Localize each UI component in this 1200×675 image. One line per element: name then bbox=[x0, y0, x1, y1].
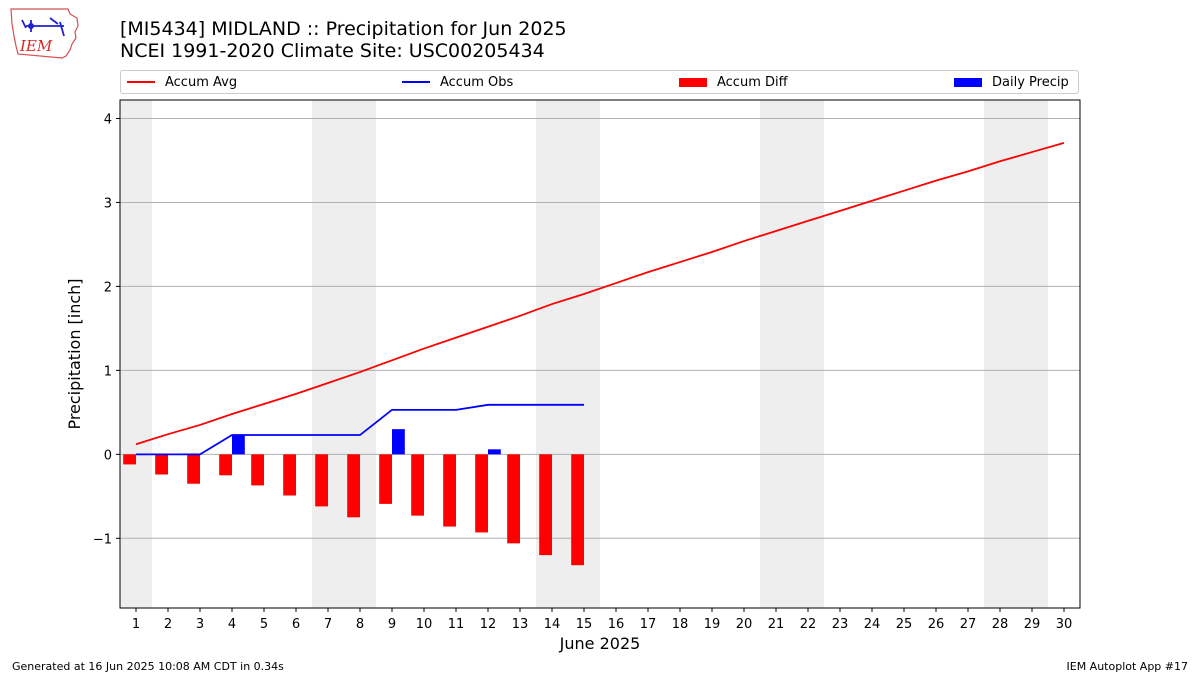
plot-frame bbox=[119, 99, 1081, 609]
x-tick-label: 25 bbox=[896, 617, 913, 632]
accum-diff-bar bbox=[443, 454, 456, 527]
x-tick-label: 15 bbox=[576, 617, 593, 632]
y-tick-label: 0 bbox=[104, 448, 112, 463]
daily-precip-bar bbox=[488, 449, 501, 455]
x-tick-label: 29 bbox=[1024, 617, 1041, 632]
x-tick-label: 28 bbox=[992, 617, 1009, 632]
x-tick-label: 11 bbox=[448, 617, 465, 632]
x-tick-label: 10 bbox=[416, 617, 433, 632]
x-tick-label: 3 bbox=[196, 617, 204, 632]
accum-diff-bar bbox=[347, 454, 360, 518]
legend-label-accum-avg: Accum Avg bbox=[165, 74, 238, 90]
y-tick-label: −1 bbox=[93, 532, 112, 547]
y-tick-label: 2 bbox=[104, 280, 112, 295]
accum-diff-bar bbox=[315, 454, 328, 507]
daily-precip-bar bbox=[392, 429, 405, 455]
iem-logo: IEM bbox=[10, 8, 79, 59]
x-tick-label: 21 bbox=[768, 617, 785, 632]
legend-item-accum-obs: Accum Obs bbox=[402, 74, 513, 90]
generated-timestamp: Generated at 16 Jun 2025 10:08 AM CDT in… bbox=[12, 660, 284, 673]
logo-text: IEM bbox=[19, 37, 53, 55]
accum-obs-line bbox=[136, 403, 584, 456]
x-tick-label: 24 bbox=[864, 617, 881, 632]
y-tick-label: 3 bbox=[104, 196, 112, 211]
x-tick-label: 30 bbox=[1056, 617, 1073, 632]
weekend-shade bbox=[120, 100, 152, 608]
accum-diff-bar bbox=[411, 454, 424, 516]
accum-diff-bar bbox=[507, 454, 520, 544]
y-tick-label: 4 bbox=[104, 112, 112, 127]
x-tick-label: 16 bbox=[608, 617, 625, 632]
accum-diff-bar bbox=[251, 454, 264, 486]
x-tick-label: 19 bbox=[704, 617, 721, 632]
x-tick-label: 18 bbox=[672, 617, 689, 632]
x-tick-label: 14 bbox=[544, 617, 561, 632]
accum-diff-bar bbox=[379, 454, 392, 504]
x-tick-label: 8 bbox=[356, 617, 364, 632]
accum-diff-bar bbox=[475, 454, 488, 533]
weekend-shade bbox=[760, 100, 824, 608]
app-credit: IEM Autoplot App #17 bbox=[1066, 660, 1189, 673]
x-tick-label: 22 bbox=[800, 617, 817, 632]
accum-diff-bar bbox=[571, 454, 584, 566]
accum-diff-bar bbox=[123, 454, 136, 465]
legend-swatch-daily-precip bbox=[954, 77, 982, 87]
x-tick-label: 23 bbox=[832, 617, 849, 632]
legend-swatch-accum-obs bbox=[402, 81, 430, 83]
x-tick-label: 9 bbox=[388, 617, 396, 632]
x-tick-label: 7 bbox=[324, 617, 332, 632]
legend-label-accum-obs: Accum Obs bbox=[440, 74, 514, 90]
legend-label-accum-diff: Accum Diff bbox=[717, 74, 788, 90]
x-tick-label: 12 bbox=[480, 617, 497, 632]
x-tick-label: 27 bbox=[960, 617, 977, 632]
accum-diff-bar bbox=[187, 454, 200, 484]
x-tick-label: 2 bbox=[164, 617, 172, 632]
weekend-shade bbox=[984, 100, 1048, 608]
y-tick-label: 1 bbox=[104, 364, 112, 379]
x-tick-label: 1 bbox=[132, 617, 140, 632]
accum-diff-bar bbox=[155, 454, 168, 475]
legend-label-daily-precip: Daily Precip bbox=[992, 74, 1069, 90]
x-tick-label: 5 bbox=[260, 617, 268, 632]
x-tick-label: 4 bbox=[228, 617, 236, 632]
accum-diff-bar bbox=[219, 454, 232, 476]
legend-item-accum-avg: Accum Avg bbox=[127, 74, 237, 90]
chart-subtitle: NCEI 1991-2020 Climate Site: USC00205434 bbox=[120, 40, 545, 62]
legend-swatch-accum-diff bbox=[679, 77, 707, 87]
accum-diff-bar bbox=[283, 454, 296, 496]
x-tick-label: 26 bbox=[928, 617, 945, 632]
accum-diff-bar bbox=[539, 454, 552, 556]
x-axis-label: June 2025 bbox=[559, 634, 641, 653]
accum-avg-line bbox=[135, 141, 1065, 446]
state-outline-icon bbox=[10, 8, 79, 59]
chart-legend: Accum Avg Accum Obs Accum Diff Daily Pre… bbox=[120, 70, 1079, 94]
legend-swatch-accum-avg bbox=[127, 81, 155, 83]
legend-item-daily-precip: Daily Precip bbox=[954, 74, 1069, 90]
y-axis-label: Precipitation [inch] bbox=[65, 278, 84, 429]
daily-precip-bar bbox=[232, 435, 245, 455]
weekend-shade bbox=[312, 100, 376, 608]
legend-item-accum-diff: Accum Diff bbox=[679, 74, 788, 90]
x-tick-label: 17 bbox=[640, 617, 657, 632]
x-tick-label: 20 bbox=[736, 617, 753, 632]
x-tick-label: 13 bbox=[512, 617, 529, 632]
chart-title: [MI5434] MIDLAND :: Precipitation for Ju… bbox=[120, 18, 567, 40]
x-tick-label: 6 bbox=[292, 617, 300, 632]
